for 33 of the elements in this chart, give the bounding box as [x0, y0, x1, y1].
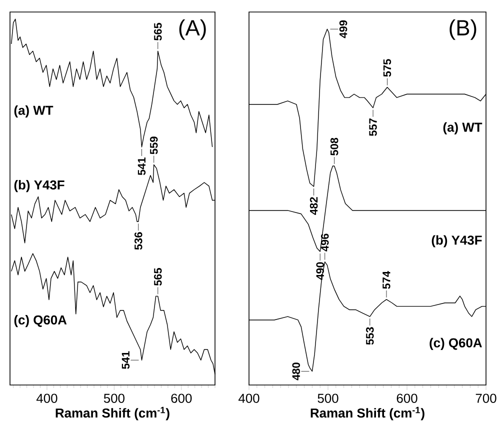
- annotation: 541: [122, 351, 130, 369]
- x-tick-label: 400: [36, 394, 58, 403]
- annotation: 559: [150, 136, 158, 154]
- annotation: 499: [339, 20, 348, 38]
- series-label: (c) Q60A: [14, 315, 67, 328]
- annotation: 557: [369, 118, 377, 136]
- annotation: 508: [330, 138, 338, 156]
- series-label: (b) Y43F: [432, 235, 482, 248]
- annotation: 480: [292, 362, 300, 380]
- x-tick-label: 700: [476, 394, 496, 403]
- annotation: 482: [310, 197, 318, 215]
- annotation: (A): [179, 19, 206, 40]
- annotation: 574: [382, 271, 390, 289]
- x-tick-label: 600: [396, 394, 418, 403]
- x-tick-label: 600: [171, 394, 192, 403]
- annotation: (B): [450, 19, 476, 40]
- series-label: (b) Y43F: [14, 180, 64, 192]
- annotation: 565: [154, 22, 162, 41]
- annotation: 490: [316, 262, 324, 280]
- series-label: (a) WT: [14, 105, 54, 118]
- annotation: 565: [154, 268, 162, 286]
- annotation: 536: [134, 232, 142, 250]
- x-tick-label: 400: [238, 394, 260, 403]
- annotation: 575: [383, 59, 392, 77]
- annotation: 496: [320, 234, 329, 252]
- x-tick-label: 500: [318, 394, 338, 403]
- series-label: (a) WT: [443, 122, 482, 134]
- x-axis-title: Raman Shift (cm$^{-1}$): [310, 406, 424, 420]
- x-tick-label: 500: [104, 394, 124, 403]
- annotation: 553: [366, 327, 374, 345]
- x-axis-title: Raman Shift (cm$^{-1}$): [56, 406, 170, 420]
- series-label: (c) Q60A: [430, 338, 482, 350]
- annotation: 541: [138, 158, 146, 176]
